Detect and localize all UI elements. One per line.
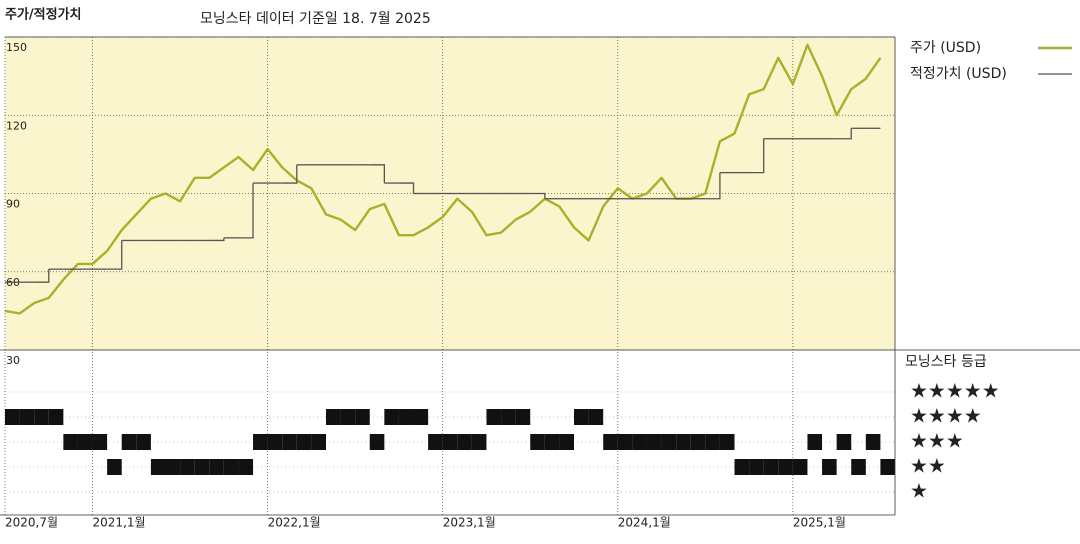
rating-label: ★★★★★ (910, 379, 1000, 403)
rating-legend-title: 모닝스타 등급 (905, 354, 987, 370)
rating-bar (471, 434, 487, 450)
rating-bar (136, 434, 151, 450)
rating-bar (150, 459, 166, 475)
rating-bar (661, 434, 677, 450)
chart-title: 주가/적정가치 (5, 7, 82, 23)
rating-bar (588, 409, 604, 425)
y-tick-label: 30 (6, 354, 20, 367)
rating-bar (763, 459, 779, 475)
rating-bar (92, 434, 108, 450)
rating-bar (559, 434, 575, 450)
rating-bar (180, 459, 195, 475)
rating-bar (865, 434, 881, 450)
rating-bar (836, 434, 852, 450)
rating-bar (194, 459, 210, 475)
rating-bar (807, 434, 823, 450)
rating-bar (34, 409, 49, 425)
rating-bar (530, 434, 545, 450)
x-tick-label: 2020,7월 (5, 516, 58, 530)
rating-bar (676, 434, 691, 450)
rating-bar (19, 409, 35, 425)
rating-label: ★★ (910, 454, 946, 478)
x-tick-label: 2025,1월 (793, 516, 846, 530)
fair-value-step (34, 269, 50, 283)
rating-bar (63, 434, 78, 450)
legend-label: 주가 (USD) (910, 40, 981, 56)
rating-bar (792, 459, 808, 475)
fair-value-step (369, 164, 385, 184)
fair-value-step (238, 183, 254, 239)
rating-bar (632, 434, 647, 450)
chart-subtitle: 모닝스타 데이터 기준일 18. 7월 2025 (200, 11, 431, 27)
rating-bar (48, 409, 64, 425)
rating-bar (544, 434, 560, 450)
rating-bar (209, 459, 224, 475)
rating-bar (5, 409, 20, 425)
rating-bar (165, 459, 181, 475)
rating-bar (253, 434, 268, 450)
rating-bar (107, 459, 122, 475)
fair-value-step (705, 172, 721, 200)
x-tick-label: 2023,1월 (443, 516, 496, 530)
rating-bar (282, 434, 297, 450)
rating-bar (238, 459, 254, 475)
rating-bar (413, 409, 429, 425)
fair-value-step (282, 164, 298, 184)
rating-bar (223, 459, 239, 475)
x-tick-label: 2022,1월 (268, 516, 321, 530)
rating-bar (296, 434, 312, 450)
rating-bar (515, 409, 531, 425)
rating-label: ★ (910, 479, 928, 503)
rating-bar (121, 434, 137, 450)
rating-label: ★★★ (910, 429, 964, 453)
rating-bar (355, 409, 370, 425)
rating-bar (325, 409, 341, 425)
rating-bar (369, 434, 385, 450)
rating-bar (77, 434, 93, 450)
rating-bar (734, 459, 750, 475)
fair-value-step (749, 138, 765, 174)
rating-bar (719, 434, 735, 450)
rating-bar (340, 409, 356, 425)
fair-value-step (530, 192, 546, 199)
x-tick-label: 2024,1월 (618, 516, 671, 530)
rating-bar (749, 459, 764, 475)
rating-bar (428, 434, 443, 450)
price-line (4, 43, 882, 315)
rating-bar (442, 434, 458, 450)
rating-bar (574, 409, 589, 425)
rating-label: ★★★★ (910, 404, 982, 428)
rating-bar (384, 409, 399, 425)
y-tick-label: 90 (6, 198, 20, 211)
rating-bar (646, 434, 662, 450)
rating-bar (690, 434, 706, 450)
rating-bar (267, 434, 283, 450)
rating-bar (398, 409, 414, 425)
fair-value-step (107, 240, 123, 270)
y-tick-label: 150 (6, 41, 27, 54)
rating-bar (311, 434, 326, 450)
legend-label: 적정가치 (USD) (910, 66, 1007, 82)
fair-value-step (836, 128, 852, 140)
rating-bar (880, 459, 895, 475)
rating-bar (501, 409, 516, 425)
fair-value-step (209, 237, 225, 242)
rating-bar (851, 459, 866, 475)
y-tick-label: 120 (6, 119, 27, 132)
x-tick-label: 2021,1월 (93, 516, 146, 530)
rating-bar (778, 459, 793, 475)
rating-bar (617, 434, 633, 450)
rating-bar (457, 434, 472, 450)
fair-value-step (398, 182, 415, 194)
rating-bar (486, 409, 502, 425)
rating-bar (705, 434, 720, 450)
rating-bar (603, 434, 618, 450)
rating-bar (822, 459, 837, 475)
